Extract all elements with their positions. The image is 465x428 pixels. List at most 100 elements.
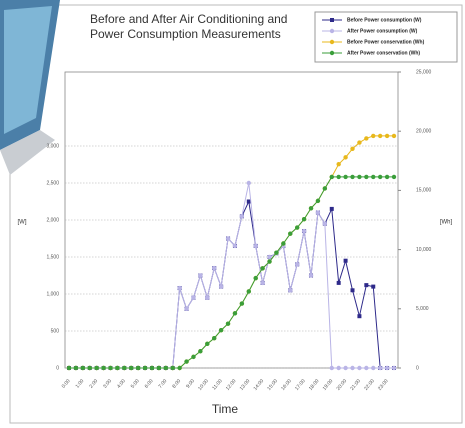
- point: [226, 322, 230, 326]
- point: [254, 244, 258, 248]
- point: [385, 175, 389, 179]
- point: [378, 134, 382, 138]
- point: [281, 241, 285, 245]
- point: [316, 199, 320, 203]
- point: [191, 355, 195, 359]
- point: [198, 349, 202, 353]
- point: [357, 175, 361, 179]
- y-tick-label: 2,500: [46, 180, 59, 186]
- point: [371, 175, 375, 179]
- point: [219, 328, 223, 332]
- point: [184, 359, 188, 363]
- point: [136, 366, 140, 370]
- point: [177, 366, 181, 370]
- point: [371, 285, 375, 289]
- point: [385, 366, 389, 370]
- point: [274, 250, 278, 254]
- point: [240, 214, 244, 218]
- point: [164, 366, 168, 370]
- point: [94, 366, 98, 370]
- y2-tick-label: 0: [416, 365, 419, 371]
- legend-label: After Power consumption (W): [347, 28, 418, 34]
- point: [184, 307, 188, 311]
- point: [378, 175, 382, 179]
- point: [267, 255, 271, 259]
- point: [336, 162, 340, 166]
- point: [350, 175, 354, 179]
- y2-tick-label: 15,000: [416, 188, 432, 194]
- point: [330, 366, 334, 370]
- point: [108, 366, 112, 370]
- point: [226, 236, 230, 240]
- y-tick-label: 2,000: [46, 217, 59, 223]
- point: [364, 366, 368, 370]
- point: [309, 273, 313, 277]
- point: [357, 314, 361, 318]
- point: [364, 283, 368, 287]
- point: [371, 134, 375, 138]
- point: [260, 281, 264, 285]
- point: [219, 284, 223, 288]
- point: [122, 366, 126, 370]
- legend-label: Before Power consumption (W): [347, 17, 422, 23]
- point: [351, 288, 355, 292]
- legend-label: Before Power conservation (Wh): [347, 39, 425, 45]
- legend-swatch: [330, 40, 334, 44]
- point: [302, 229, 306, 233]
- point: [150, 366, 154, 370]
- point: [350, 366, 354, 370]
- y-tick-label: 500: [51, 328, 60, 334]
- point: [115, 366, 119, 370]
- point: [205, 342, 209, 346]
- y-axis-label: [W]: [18, 220, 27, 226]
- point: [74, 366, 78, 370]
- point: [302, 217, 306, 221]
- point: [364, 175, 368, 179]
- point: [88, 366, 92, 370]
- y2-tick-label: 5,000: [416, 306, 429, 312]
- point: [67, 366, 71, 370]
- point: [191, 296, 195, 300]
- point: [336, 366, 340, 370]
- point: [378, 366, 382, 370]
- point: [343, 155, 347, 159]
- x-axis-label: Time: [212, 402, 239, 416]
- y-tick-label: 0: [56, 365, 59, 371]
- point: [198, 273, 202, 277]
- point: [336, 175, 340, 179]
- point: [81, 366, 85, 370]
- point: [343, 175, 347, 179]
- point: [309, 206, 313, 210]
- point: [392, 134, 396, 138]
- point: [295, 225, 299, 229]
- point: [254, 276, 258, 280]
- point: [233, 244, 237, 248]
- legend-swatch: [330, 18, 334, 22]
- y-tick-label: 1,000: [46, 291, 59, 297]
- y-tick-label: 3,000: [46, 143, 59, 149]
- y2-tick-label: 10,000: [416, 247, 432, 253]
- point: [371, 366, 375, 370]
- y-tick-label: 1,500: [46, 254, 59, 260]
- point: [344, 259, 348, 263]
- point: [330, 175, 334, 179]
- point: [337, 281, 341, 285]
- point: [171, 366, 175, 370]
- point: [205, 296, 209, 300]
- point: [143, 366, 147, 370]
- point: [316, 210, 320, 214]
- chart: Before and After Air Conditioning andPow…: [0, 0, 465, 428]
- point: [233, 311, 237, 315]
- chart-frame: [10, 5, 462, 423]
- point: [288, 288, 292, 292]
- point: [343, 366, 347, 370]
- point: [357, 366, 361, 370]
- point: [157, 366, 161, 370]
- point: [350, 147, 354, 151]
- point: [247, 181, 251, 185]
- point: [357, 140, 361, 144]
- legend-swatch: [330, 29, 334, 33]
- point: [364, 136, 368, 140]
- point: [392, 175, 396, 179]
